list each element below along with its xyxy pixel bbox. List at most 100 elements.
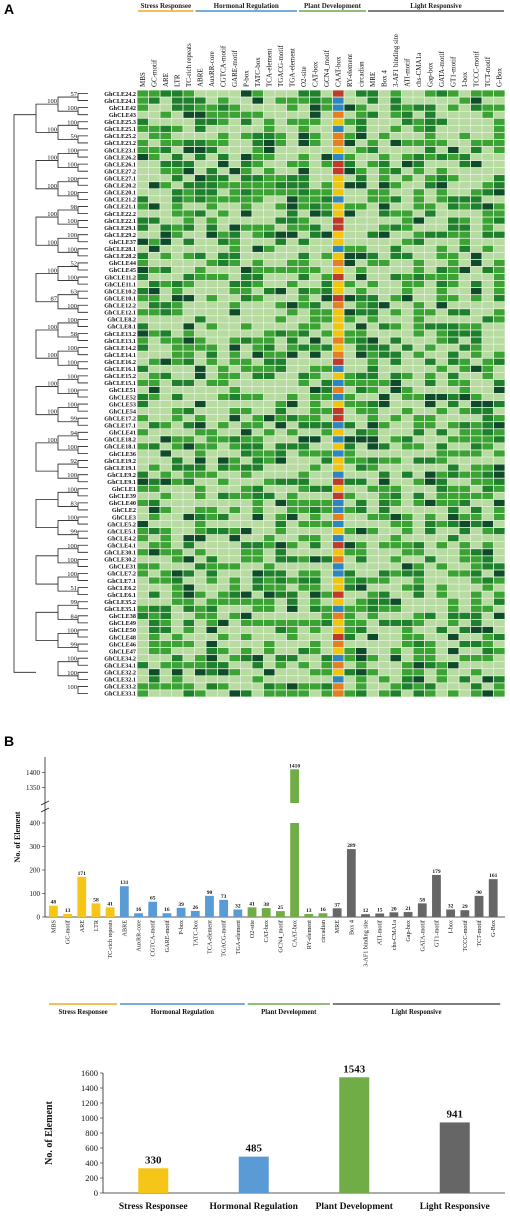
heatmap-cell xyxy=(137,323,149,330)
heatmap-cell xyxy=(390,273,402,281)
heatmap-cell xyxy=(252,372,264,379)
heatmap-cell xyxy=(286,478,298,485)
tree-branch xyxy=(77,375,88,384)
heatmap-cell xyxy=(321,429,333,436)
row-label: GhCLE16.2 xyxy=(104,359,136,366)
heatmap-cell xyxy=(470,683,482,690)
heatmap-cell xyxy=(137,224,149,231)
row-label: GhCLE10.2 xyxy=(104,288,136,295)
heatmap-cell xyxy=(390,252,402,259)
heatmap-cell xyxy=(344,619,356,627)
heatmap-cell xyxy=(148,379,160,387)
heatmap-cell xyxy=(148,633,160,641)
x-tick-label: MBS xyxy=(50,919,57,933)
heatmap-cell xyxy=(413,478,425,485)
heatmap-cell xyxy=(482,626,494,634)
heatmap-cell xyxy=(401,386,413,394)
heatmap-cell xyxy=(240,542,252,549)
heatmap-cell xyxy=(332,280,344,288)
heatmap-cell xyxy=(275,591,287,598)
heatmap-cell xyxy=(298,535,310,542)
row-label: GhCLE50 xyxy=(109,627,136,634)
heatmap-cell xyxy=(171,577,183,584)
heatmap-cell xyxy=(240,464,252,471)
heatmap-cell xyxy=(321,386,333,394)
heatmap-cell xyxy=(355,676,367,683)
heatmap-cell xyxy=(206,506,218,514)
heatmap-cell xyxy=(217,598,229,605)
heatmap-cell xyxy=(252,132,264,140)
heatmap-cell xyxy=(401,393,413,401)
heatmap-cell xyxy=(447,330,459,337)
heatmap-cell xyxy=(286,344,298,351)
heatmap-cell xyxy=(332,231,344,238)
heatmap-cell xyxy=(148,372,160,379)
heatmap-cell xyxy=(401,676,413,683)
bar-value-label: 15 xyxy=(377,907,383,913)
heatmap-cell xyxy=(206,344,218,351)
heatmap-cell xyxy=(344,612,356,619)
heatmap-cell xyxy=(436,168,448,175)
x-tick-label: O2-site xyxy=(249,920,256,938)
heatmap-cell xyxy=(240,210,252,217)
heatmap-cell xyxy=(240,175,252,182)
heatmap-cell xyxy=(298,577,310,584)
row-label: GhCLE15.1 xyxy=(104,380,136,387)
heatmap-cell xyxy=(275,182,287,189)
heatmap-cell xyxy=(298,288,310,295)
heatmap-cell xyxy=(160,132,172,140)
bootstrap-label: 100 xyxy=(67,359,77,366)
heatmap-cell xyxy=(355,372,367,379)
heatmap-cell xyxy=(171,662,183,669)
heatmap-cell xyxy=(217,513,229,521)
heatmap-cell xyxy=(470,295,482,302)
row-label: GhCLE5.1 xyxy=(107,528,136,535)
heatmap-cell xyxy=(378,485,390,492)
heatmap-cell xyxy=(183,542,195,549)
heatmap-cell xyxy=(263,563,275,570)
heatmap-cell xyxy=(401,160,413,168)
heatmap-cell xyxy=(206,662,218,669)
heatmap-cell xyxy=(367,111,379,118)
heatmap-cell xyxy=(148,577,160,584)
x-tick-label: TC-rich repeats xyxy=(107,919,114,958)
heatmap-cell xyxy=(286,605,298,612)
heatmap-cell xyxy=(171,351,183,358)
heatmap-cell xyxy=(252,605,264,612)
heatmap-cell xyxy=(217,139,229,147)
heatmap-cell xyxy=(286,506,298,514)
heatmap-cell xyxy=(493,450,505,457)
heatmap-cell xyxy=(194,457,206,464)
heatmap-cell xyxy=(183,351,195,358)
heatmap-cell xyxy=(194,372,206,379)
heatmap-cell xyxy=(355,499,367,507)
heatmap-cell xyxy=(183,224,195,231)
heatmap-cell xyxy=(171,633,183,641)
heatmap-cell xyxy=(493,563,505,570)
heatmap-cell xyxy=(332,612,344,619)
heatmap-cell xyxy=(424,499,436,507)
bar-value-label: 179 xyxy=(432,869,441,875)
heatmap-cell xyxy=(355,379,367,387)
heatmap-cell xyxy=(355,478,367,485)
heatmap-cell xyxy=(183,168,195,175)
heatmap-cell xyxy=(436,266,448,274)
heatmap-cell xyxy=(217,683,229,690)
heatmap-cell xyxy=(470,90,482,97)
heatmap-cell xyxy=(263,577,275,584)
heatmap-cell xyxy=(424,513,436,521)
group-label-bottom: Stress Responsee xyxy=(58,1009,107,1016)
heatmap-cell xyxy=(355,104,367,111)
heatmap-cell xyxy=(252,450,264,457)
heatmap-cell xyxy=(171,168,183,175)
heatmap-cell xyxy=(217,457,229,464)
heatmap-cell xyxy=(240,266,252,274)
heatmap-cell xyxy=(470,330,482,337)
heatmap-cell xyxy=(424,556,436,563)
heatmap-cell xyxy=(183,196,195,203)
heatmap-cell xyxy=(332,429,344,436)
heatmap-cell xyxy=(332,104,344,111)
row-label: GhCLE21.2 xyxy=(104,197,136,204)
heatmap-cell xyxy=(321,330,333,337)
bootstrap-label: 100 xyxy=(67,627,77,634)
